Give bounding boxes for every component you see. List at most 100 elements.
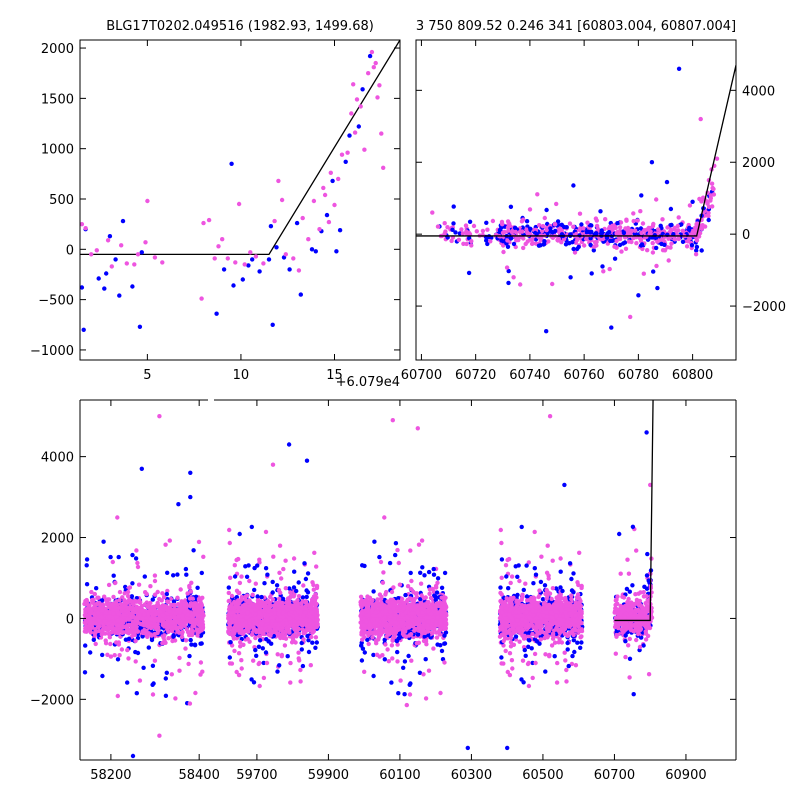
data-point <box>564 679 569 684</box>
data-point <box>501 243 506 248</box>
data-point <box>398 678 403 683</box>
data-point <box>397 582 403 587</box>
data-point <box>638 209 643 214</box>
data-point <box>89 252 94 257</box>
data-point <box>296 580 301 585</box>
data-point <box>298 292 303 297</box>
data-point <box>545 543 550 548</box>
data-point <box>641 590 646 595</box>
data-point <box>553 222 558 227</box>
data-point <box>152 658 158 663</box>
data-point <box>669 241 674 246</box>
data-point <box>699 248 704 253</box>
data-point <box>125 647 130 653</box>
data-point <box>408 570 413 576</box>
data-point <box>505 238 510 243</box>
data-point <box>534 639 540 644</box>
data-point <box>538 579 544 585</box>
data-point <box>529 237 535 242</box>
data-point <box>467 219 473 224</box>
data-point <box>221 267 227 272</box>
data-point <box>240 277 245 282</box>
data-point <box>106 582 112 588</box>
data-point <box>253 647 258 653</box>
data-point <box>509 574 515 579</box>
data-point <box>546 239 551 244</box>
data-point <box>117 589 123 595</box>
data-point <box>133 659 138 664</box>
data-point <box>426 569 432 575</box>
data-point <box>362 669 367 674</box>
data-point <box>438 690 443 696</box>
data-point <box>440 657 446 662</box>
data-point <box>257 638 263 643</box>
data-point <box>141 665 146 670</box>
data-point <box>575 580 580 585</box>
data-point <box>660 248 666 253</box>
data-point <box>402 692 407 697</box>
data-point <box>522 647 527 653</box>
data-point <box>435 576 441 581</box>
data-point <box>249 677 254 682</box>
data-point <box>310 640 315 645</box>
data-point <box>382 657 387 662</box>
data-point <box>701 195 706 200</box>
data-point <box>671 232 676 237</box>
data-point <box>559 240 564 245</box>
data-point <box>543 669 548 674</box>
data-point <box>133 649 138 655</box>
data-point <box>499 557 505 562</box>
data-point <box>371 589 376 594</box>
data-point <box>84 557 90 562</box>
data-point <box>664 179 670 185</box>
data-point <box>543 652 548 657</box>
data-point <box>257 634 262 639</box>
data-point <box>711 186 716 192</box>
data-point <box>554 201 559 207</box>
data-point <box>135 560 140 566</box>
data-point <box>83 643 88 648</box>
data-point <box>277 570 282 575</box>
data-point <box>694 221 699 227</box>
x-tick-label: 60760 <box>563 368 604 383</box>
data-point <box>558 556 563 561</box>
data-point <box>306 649 312 655</box>
data-point <box>299 647 304 652</box>
data-point <box>557 636 562 641</box>
data-point <box>508 640 514 645</box>
data-point <box>163 676 168 681</box>
data-point <box>257 660 262 666</box>
data-point <box>459 227 464 232</box>
data-point <box>389 589 395 595</box>
data-point <box>389 643 395 648</box>
data-point <box>641 643 646 648</box>
x-offset-label: +6.079e4 <box>336 375 400 390</box>
data-point <box>550 281 555 287</box>
data-point <box>513 229 518 235</box>
data-point <box>301 637 306 642</box>
data-point <box>638 226 644 231</box>
data-point <box>502 229 507 235</box>
data-point <box>171 599 177 604</box>
data-point <box>571 246 576 252</box>
data-point <box>103 638 108 643</box>
data-point <box>116 554 121 560</box>
data-point <box>430 210 435 215</box>
data-point <box>457 231 462 236</box>
left-panel-title: BLG17T0202.049516 (1982.93, 1499.68) <box>106 19 374 34</box>
data-point <box>171 573 176 578</box>
data-point <box>576 244 581 250</box>
data-point <box>125 680 130 685</box>
data-point <box>263 566 269 571</box>
data-point <box>239 574 244 579</box>
data-point <box>264 660 270 666</box>
data-point <box>639 230 644 236</box>
data-point <box>102 594 107 599</box>
data-point <box>615 594 620 599</box>
data-point <box>550 586 556 591</box>
data-point <box>175 572 180 577</box>
data-point <box>294 588 299 594</box>
data-point <box>569 588 575 593</box>
data-point <box>548 226 553 231</box>
data-point <box>186 661 191 667</box>
